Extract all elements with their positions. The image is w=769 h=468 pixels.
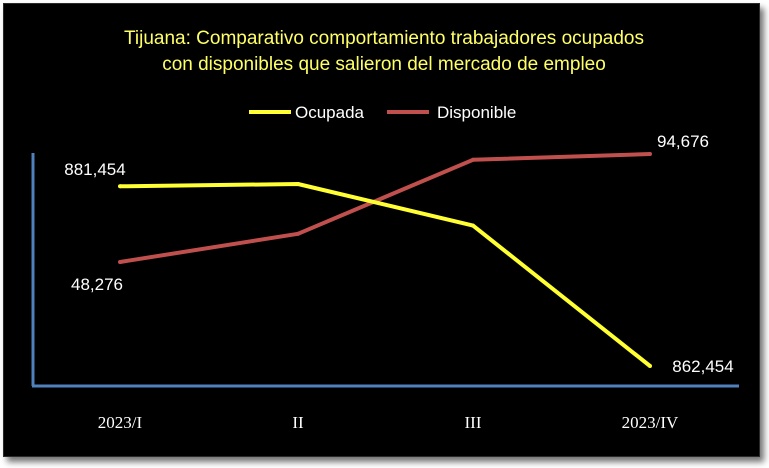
data-label-ocupada-4: 862,454 (672, 357, 733, 376)
series-line-ocupada (119, 182, 652, 368)
data-point-ocupada-2 (296, 182, 300, 186)
chart-title-line-2: con disponibles que salieron del mercado… (162, 54, 606, 75)
x-tick-label-3: III (465, 413, 482, 432)
series-line-disponible (119, 152, 651, 264)
legend-label-disponible: Disponible (437, 103, 516, 122)
x-tick-label-2: II (292, 413, 304, 432)
x-tick-label-1: 2023/I (98, 413, 143, 432)
data-point-disponible-2 (296, 231, 300, 236)
x-tick-label-4: 2023/IV (622, 413, 679, 432)
data-label-disponible-1: 48,276 (71, 275, 123, 294)
chart-title-line-1: Tijuana: Comparativo comportamiento trab… (124, 28, 644, 49)
data-point-disponible-3 (471, 157, 475, 162)
legend-label-ocupada: Ocupada (295, 103, 365, 122)
data-point-disponible-1 (118, 260, 122, 264)
chart-frame (3, 3, 760, 457)
data-point-ocupada-1 (118, 184, 122, 189)
data-label-disponible-4: 94,676 (657, 132, 709, 151)
data-label-ocupada-1: 881,454 (64, 160, 125, 179)
data-point-disponible-4 (648, 152, 652, 156)
data-point-ocupada-3 (471, 223, 475, 228)
data-point-ocupada-4 (648, 364, 652, 368)
